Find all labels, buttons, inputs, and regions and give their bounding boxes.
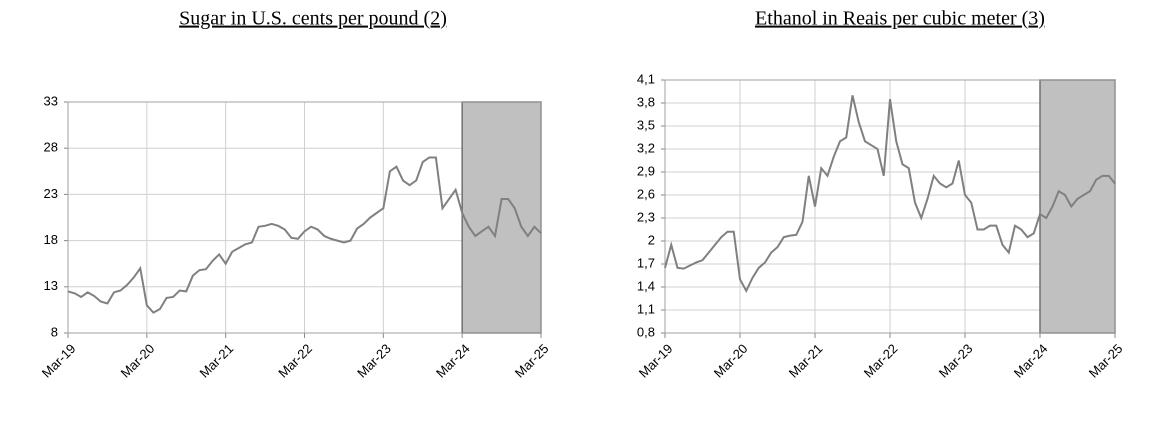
y-tick-label: 2,6	[637, 186, 655, 201]
data-line	[67, 156, 542, 314]
shaded-region	[461, 101, 542, 334]
data-line	[664, 95, 1116, 294]
x-tick-label: Mar-25	[1086, 341, 1126, 381]
plot-border	[67, 101, 542, 334]
y-tick-label: 13	[44, 278, 58, 293]
x-tick-label: Mar-20	[711, 341, 751, 381]
plot-border	[664, 79, 1116, 334]
x-tick-label: Mar-19	[39, 341, 79, 381]
y-tick-label: 28	[44, 140, 58, 155]
x-tick-label: Mar-24	[433, 341, 473, 381]
x-tick-label: Mar-23	[936, 341, 976, 381]
y-tick-label: 2	[648, 232, 655, 247]
y-tick-label: 23	[44, 186, 58, 201]
y-tick-label: 4,1	[637, 71, 655, 86]
shaded-region	[1039, 79, 1116, 334]
x-tick-label: Mar-22	[861, 341, 901, 381]
x-tick-label: Mar-20	[118, 341, 158, 381]
y-tick-label: 1,4	[637, 278, 655, 293]
x-tick-label: Mar-19	[636, 341, 676, 381]
y-tick-label: 2,3	[637, 209, 655, 224]
y-tick-label: 0,8	[637, 324, 655, 339]
y-tick-label: 3,2	[637, 140, 655, 155]
y-tick-label: 33	[44, 93, 58, 108]
y-tick-label: 3,8	[637, 94, 655, 109]
y-tick-label: 18	[44, 232, 58, 247]
x-tick-label: Mar-22	[275, 341, 315, 381]
y-tick-label: 2,9	[637, 163, 655, 178]
y-tick-label: 1,7	[637, 255, 655, 270]
y-tick-label: 1,1	[637, 301, 655, 316]
y-tick-label: 8	[51, 324, 58, 339]
x-tick-label: Mar-24	[1011, 341, 1051, 381]
x-tick-label: Mar-21	[786, 341, 826, 381]
chart-title: Sugar in U.S. cents per pound (2)	[179, 8, 447, 30]
y-tick-label: 3,5	[637, 117, 655, 132]
x-tick-label: Mar-25	[512, 341, 552, 381]
x-tick-label: Mar-21	[196, 341, 236, 381]
x-tick-label: Mar-23	[354, 341, 394, 381]
chart-title: Ethanol in Reais per cubic meter (3)	[755, 8, 1045, 30]
